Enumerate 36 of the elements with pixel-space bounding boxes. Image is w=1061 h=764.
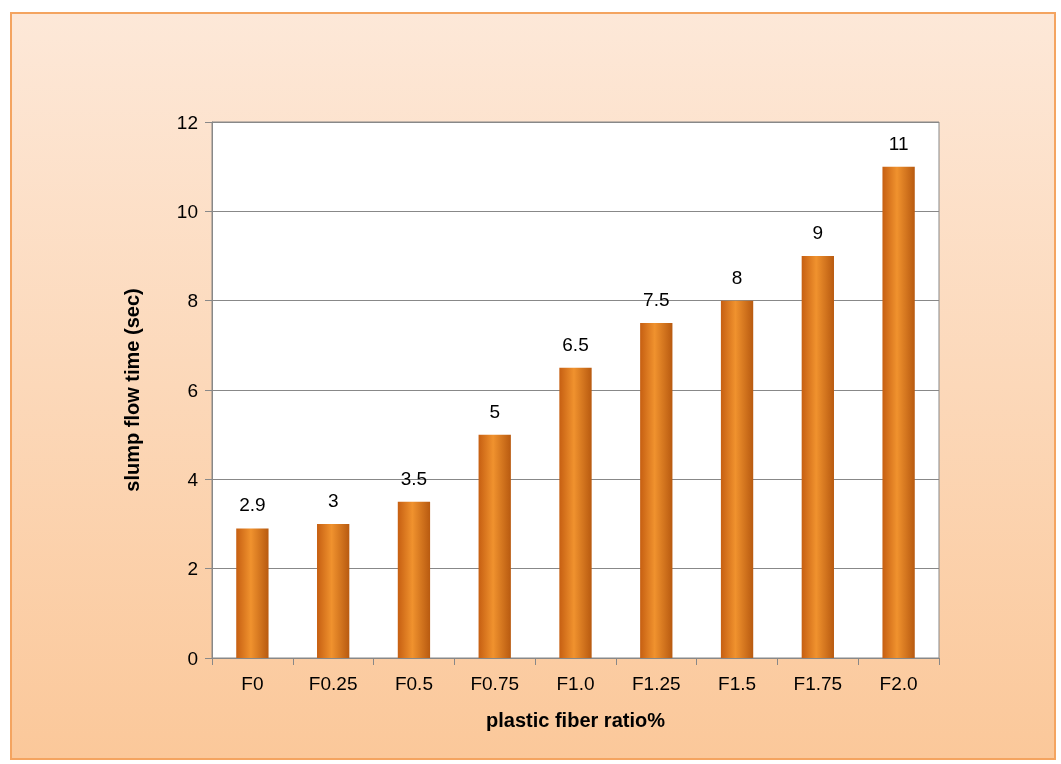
y-axis-title: slump flow time (sec) [121, 288, 143, 492]
data-label: 3 [327, 490, 339, 511]
bar [397, 501, 431, 658]
data-label: 7.5 [643, 289, 670, 310]
y-tick-label: 6 [187, 379, 198, 401]
y-tick-label: 4 [187, 468, 199, 490]
x-tick-label: F0.5 [394, 673, 433, 694]
y-tick-label: 10 [176, 200, 198, 222]
bar [720, 300, 754, 658]
y-tick-label: 8 [187, 290, 198, 312]
y-tick-label: 12 [176, 111, 198, 133]
x-tick-label: F1.5 [718, 673, 757, 694]
data-label: 3.5 [400, 467, 428, 489]
bar [236, 528, 269, 658]
x-axis-title: plastic fiber ratio% [486, 709, 666, 731]
data-label: 9 [812, 222, 824, 243]
x-tick-label: F1.75 [793, 673, 843, 694]
y-tick-label: 0 [187, 647, 198, 669]
x-tick-label: F0.25 [308, 673, 358, 694]
x-tick-label: F2.0 [879, 673, 918, 694]
bar [478, 434, 511, 658]
x-tick-label: F0 [241, 673, 264, 694]
y-tick-label: 2 [187, 558, 198, 580]
data-label: 5 [489, 400, 501, 422]
data-label: 2.9 [239, 494, 266, 516]
bar [559, 367, 592, 658]
x-tick-label: F1.0 [556, 673, 595, 694]
bar [640, 323, 673, 658]
data-label: 8 [731, 266, 743, 288]
bar [317, 524, 350, 658]
data-label: 11 [888, 132, 909, 154]
bar [882, 166, 915, 658]
x-tick-label: F1.25 [631, 673, 681, 694]
x-tick-label: F0.75 [470, 673, 520, 694]
bar [801, 256, 834, 658]
data-label: 6.5 [562, 333, 589, 355]
